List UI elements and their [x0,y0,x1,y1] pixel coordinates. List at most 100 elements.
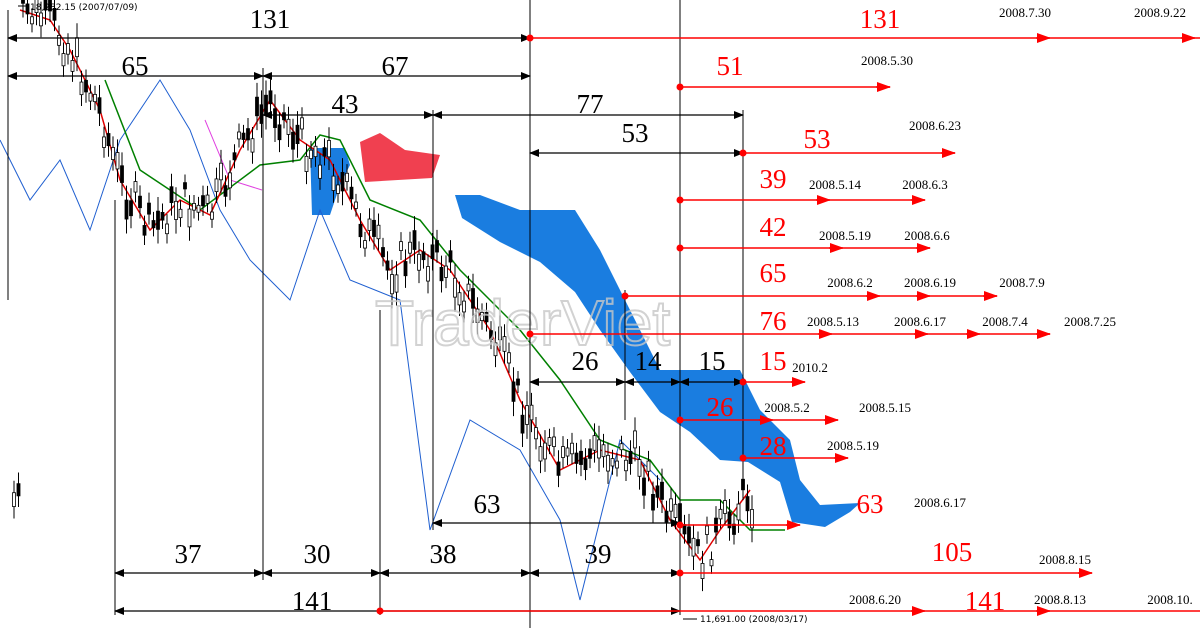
candle-body [565,447,570,457]
candle-body [214,178,219,193]
measure-count-label: 26 [572,346,599,376]
candle-body [165,223,169,235]
candle-body [183,182,187,190]
candle-body [498,326,502,341]
projection-count-label: 42 [760,212,787,242]
projection-date-label: 2008.6.3 [902,177,948,192]
candle-body [327,140,331,158]
candle-body [115,152,120,170]
candle-body [462,300,466,313]
candle-body [579,450,583,465]
candle-body [660,481,664,500]
candle-body [282,112,286,121]
candle-body [705,525,709,535]
candle-body [61,53,66,67]
candle-body [511,381,516,402]
candle-body [111,147,115,161]
candle-body [372,219,376,237]
projection-origin-dot [526,34,534,42]
projection-count-label: 63 [857,489,884,519]
measure-count-label: 63 [474,489,501,519]
candle-body [619,443,624,451]
candle-body [48,0,52,12]
candle-body [633,430,637,449]
candle-body [637,459,642,477]
candle-body [322,147,327,157]
candle-body [403,261,408,277]
candle-body [394,274,399,293]
candle-body [574,452,579,464]
candle-body [52,7,57,21]
projection-origin-dot [676,569,684,577]
measure-count-label: 43 [332,89,359,119]
measure-count-label: 15 [699,346,726,376]
chikou-span-line [0,79,661,601]
candle-body [75,37,79,58]
candle-body [309,149,313,159]
candle-body [331,175,336,191]
candle-body [160,211,165,221]
candle-body [57,35,61,46]
projection-count-label: 39 [760,164,787,194]
candle-body [300,117,304,130]
projection-origin-dot [621,292,629,300]
candle-body [624,459,628,472]
projection-count-label: 26 [707,392,734,422]
candle-body [615,460,619,469]
candle-body [687,526,691,544]
candle-body [736,503,741,521]
projection-origin-dot [676,521,684,529]
projection-count-label: 105 [932,537,973,567]
candle-body [727,511,732,529]
measure-count-label: 53 [622,118,649,148]
projection-origin-dot [739,454,747,462]
candle-body [273,108,277,128]
projection-count-label: 28 [760,431,787,461]
candle-body [435,240,439,253]
projection-date-label: 2008.5.19 [827,438,879,453]
projection-origin-dot [526,330,534,338]
projection-date-label: 2008.6.2 [827,275,873,290]
candle-body [291,131,295,150]
candle-body [84,79,88,93]
candle-body [147,202,151,215]
measure-count-label: 65 [122,51,149,81]
projection-date-label: 2008.5.30 [861,53,913,68]
projection-count-label: 51 [717,51,744,81]
candle-body [723,500,727,514]
candle-body [169,186,174,204]
candle-body [187,208,192,228]
projection-date-label: 2008.6.17 [894,314,947,329]
candle-body [79,81,84,96]
candle-body [538,446,543,462]
measure-count-label: 30 [304,539,331,569]
candle-body [219,162,223,181]
low-price-label: 11,691.00 (2008/03/17) [700,615,808,625]
candle-body [628,451,633,465]
projection-date-label: 2010.2 [792,360,828,375]
candle-body [520,414,525,434]
projection-date-label: 2008.5.19 [819,228,871,243]
candle-body [583,458,588,471]
candle-body [97,97,102,114]
projection-date-label: 2008.5.15 [859,400,911,415]
candle-body [385,260,390,271]
projection-count-label: 15 [760,346,787,376]
candle-body [246,128,250,141]
candle-body [597,439,601,459]
candle-body [102,136,106,148]
candle-body [561,446,565,458]
measure-count-label: 38 [430,539,457,569]
candle-body [30,16,34,25]
measure-count-label: 77 [577,89,604,119]
watermark: TraderViet [375,287,670,359]
candle-body [106,133,111,147]
candle-body [709,559,714,567]
projection-origin-dot [739,378,747,386]
candle-body [655,485,660,498]
candle-body [367,218,372,231]
candle-body [475,308,480,324]
projection-origin-dot [676,416,684,424]
candle-body [376,224,381,240]
candle-body [700,563,705,579]
